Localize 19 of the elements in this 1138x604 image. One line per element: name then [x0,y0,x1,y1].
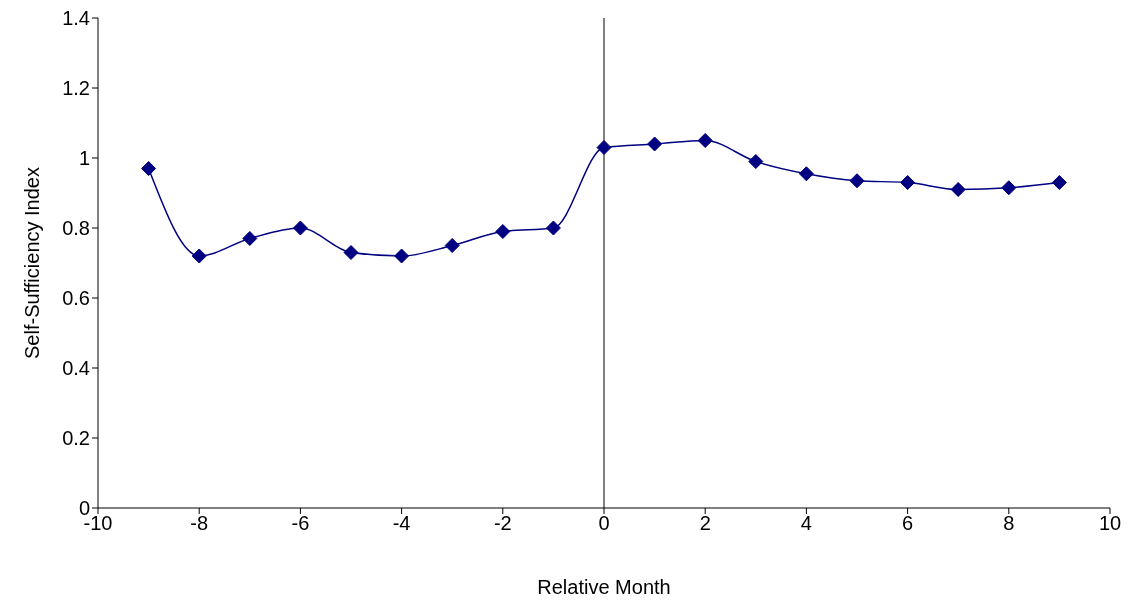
y-tick-label: 1.2 [62,77,90,100]
x-tick-label: -4 [392,512,411,535]
x-tick-label: 4 [800,512,812,535]
x-tick-label: -8 [190,512,209,535]
y-tick-label: 0.2 [62,427,90,450]
y-tick-label: 0.6 [62,287,90,310]
y-tick-label: 0.8 [62,217,90,240]
y-tick-label: 1 [78,147,90,170]
x-tick-label: 10 [1098,512,1122,535]
y-tick-label: 1.4 [62,7,90,30]
x-tick-label: 2 [699,512,711,535]
x-tick-label: 6 [902,512,914,535]
x-tick-label: 8 [1003,512,1015,535]
y-axis-title: Self-Sufficiency Index [21,167,44,359]
x-tick-label: -2 [493,512,512,535]
x-axis-title: Relative Month [537,576,671,599]
x-tick-label: 0 [598,512,610,535]
y-tick-label: 0.4 [62,357,90,380]
x-tick-label: -6 [291,512,310,535]
